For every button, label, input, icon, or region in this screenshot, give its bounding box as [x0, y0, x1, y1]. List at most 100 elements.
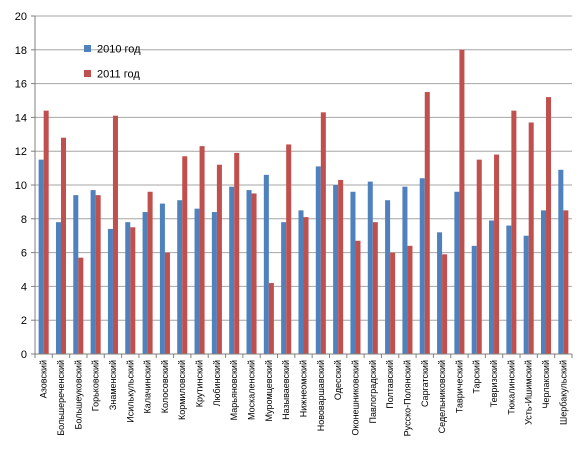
x-category-label: Москаленский [247, 360, 257, 420]
bar-series-1 [246, 190, 252, 354]
bar-series-1 [523, 235, 529, 354]
bar-series-1 [90, 190, 96, 354]
bar-series-2 [164, 252, 170, 354]
bar-series-2 [442, 254, 448, 354]
bar-series-1 [211, 212, 217, 354]
x-category-label: Саргатский [420, 360, 430, 407]
bar-series-1 [38, 159, 44, 354]
x-category-label: Нововаршавский [316, 360, 326, 431]
bar-series-2 [182, 156, 188, 354]
x-category-label: Знаменский [108, 360, 118, 410]
bar-series-1 [107, 228, 113, 354]
legend-label: 2011 год [97, 69, 140, 81]
x-category-label: Русско-Полянский [402, 360, 412, 436]
y-tick-label: 2 [21, 315, 27, 327]
y-tick-label: 14 [15, 112, 27, 124]
bar-series-2 [268, 283, 274, 354]
bar-series-2 [234, 152, 240, 354]
x-category-label: Таврический [454, 360, 464, 413]
bar-series-2 [60, 137, 67, 354]
x-category-label: Называевский [281, 360, 291, 420]
bar-series-2 [303, 217, 309, 354]
bar-series-1 [281, 222, 287, 354]
x-category-label: Горьковский [91, 360, 101, 411]
y-tick-label: 20 [15, 11, 27, 23]
y-tick-label: 4 [21, 281, 27, 293]
y-tick-label: 10 [15, 180, 27, 192]
bar-series-2 [216, 164, 222, 354]
x-category-label: Полтавский [385, 360, 395, 409]
bar-series-1 [540, 210, 547, 354]
bar-series-2 [199, 146, 205, 354]
x-category-label: Исилькульский [125, 360, 135, 423]
bar-series-1 [419, 178, 425, 354]
legend-swatch [84, 70, 91, 77]
x-category-label: Колосовский [160, 360, 170, 413]
bar-series-2 [112, 115, 118, 355]
bar-series-2 [43, 110, 49, 354]
bar-series-2 [286, 144, 292, 354]
bar-series-2 [251, 193, 257, 354]
bar-series-2 [147, 191, 153, 354]
x-category-label: Муромцевский [264, 360, 274, 421]
legend-label: 2010 год [97, 44, 141, 56]
bar-series-1 [125, 222, 131, 354]
y-tick-label: 6 [21, 248, 27, 260]
bar-series-1 [367, 181, 373, 354]
y-tick-labels: 0 2 4 6 8 10 12 14 16 18 20 [15, 11, 27, 361]
bar-series-1 [315, 166, 321, 354]
x-category-labels: Азовский Большереченский Большеуковский Гор… [39, 360, 569, 436]
bar-series-2 [563, 210, 569, 354]
bar-series-2 [78, 257, 84, 354]
legend: 2010 год 2011 год [84, 44, 141, 81]
y-tick-label: 8 [21, 214, 27, 226]
x-category-label: Усть-Ишимский [524, 360, 534, 425]
bar-series-1 [350, 191, 356, 354]
bar-series-1 [298, 210, 304, 354]
x-category-label: Тюкалинский [506, 360, 516, 415]
x-category-label: Седельниковский [437, 360, 447, 433]
bar-series-1 [471, 245, 477, 354]
bar-series-1 [402, 186, 408, 354]
bar-series-2 [546, 97, 552, 355]
axes [31, 15, 573, 358]
x-category-label: Оконешниковский [350, 360, 360, 435]
x-category-label: Крутинский [195, 360, 205, 407]
bar-series-1 [229, 186, 235, 354]
bar-series-1 [194, 208, 200, 354]
y-tick-label: 12 [15, 146, 27, 158]
y-tick-label: 16 [15, 79, 27, 91]
bar-series-2 [130, 227, 136, 354]
x-category-label: Тевризский [489, 360, 499, 407]
y-tick-label: 0 [21, 349, 27, 361]
bar-series-1 [73, 195, 79, 354]
bar-series-2 [476, 159, 482, 354]
x-category-label: Большереченский [56, 360, 66, 436]
bar-series-2 [95, 195, 101, 354]
bar-series-2 [511, 110, 517, 354]
bar-series-1 [263, 174, 269, 354]
bar-series-2 [528, 122, 534, 354]
bar-series-1 [385, 200, 391, 354]
bar-series-1 [437, 232, 443, 354]
bar-series-1 [55, 222, 61, 354]
bar-series-2 [459, 49, 465, 355]
x-category-label: Калачинский [143, 360, 153, 414]
x-category-label: Нижнеомский [299, 360, 309, 417]
x-category-label: Любинский [212, 360, 222, 406]
bar-series-2 [320, 112, 326, 354]
x-category-label: Тарский [472, 360, 482, 394]
bar-series-1 [506, 225, 512, 354]
y-tick-label: 18 [15, 45, 27, 57]
bar-series-1 [454, 191, 460, 354]
bar-series-2 [407, 245, 413, 354]
bar-series-1 [159, 203, 165, 354]
bar-series-1 [489, 220, 495, 354]
x-category-label: Одесский [333, 360, 343, 400]
x-category-label: Павлоградский [368, 360, 378, 423]
x-category-label: Азовский [39, 360, 49, 398]
x-category-label: Черлакский [541, 360, 551, 409]
legend-swatch [84, 45, 91, 52]
x-category-label: Большеуковский [73, 360, 83, 430]
